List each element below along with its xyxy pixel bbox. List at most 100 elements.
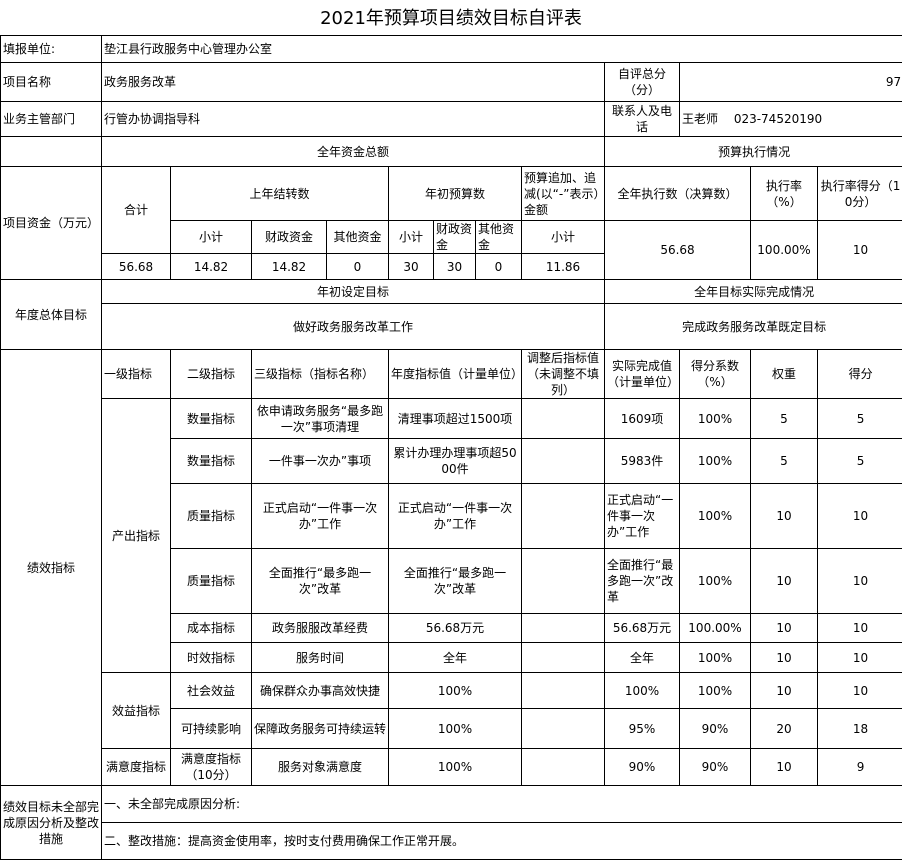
exec-amount-value[interactable]: 56.68 xyxy=(605,221,751,280)
coef-value[interactable]: 90% xyxy=(680,749,751,786)
goals-actual-value[interactable]: 完成政务服务改革既定目标 xyxy=(605,304,902,350)
weight-value[interactable]: 10 xyxy=(751,549,818,614)
weight-value[interactable]: 20 xyxy=(751,709,818,749)
coef-value[interactable]: 100% xyxy=(680,549,751,614)
coef-value[interactable]: 100% xyxy=(680,643,751,673)
coef-value[interactable]: 100% xyxy=(680,673,751,709)
weight-value[interactable]: 10 xyxy=(751,749,818,786)
adjusted-value[interactable] xyxy=(522,673,605,709)
target-value[interactable]: 清理事项超过1500项 xyxy=(389,399,522,439)
indicator-name: 一件事一次办”事项 xyxy=(252,439,389,484)
coef-value[interactable]: 100% xyxy=(680,439,751,484)
adjust-label: 预算追加、追减(以“-”表示）金额 xyxy=(522,167,605,221)
goals-set-value[interactable]: 做好政务服务改革工作 xyxy=(102,304,605,350)
actual-value[interactable]: 95% xyxy=(605,709,680,749)
indicator-name: 正式启动“一件事一次办”工作 xyxy=(252,484,389,549)
funds-row-label: 项目资金（万元） xyxy=(1,167,102,280)
coef-value[interactable]: 100.00% xyxy=(680,614,751,643)
dept-value[interactable]: 行管办协调指导科 xyxy=(102,102,605,137)
score-value[interactable]: 10 xyxy=(818,673,902,709)
score-value[interactable]: 10 xyxy=(818,484,902,549)
weight-value[interactable]: 10 xyxy=(751,643,818,673)
adjusted-value[interactable] xyxy=(522,439,605,484)
dept-row: 业务主管部门 行管办协调指导科 联系人及电话 王老师 023-74520190 xyxy=(1,102,902,137)
coef-value[interactable]: 100% xyxy=(680,484,751,549)
init-subtotal-value[interactable]: 30 xyxy=(389,254,434,280)
adjusted-value[interactable] xyxy=(522,749,605,786)
score-value[interactable]: 18 xyxy=(818,709,902,749)
actual-value[interactable]: 正式启动“一件事一次办”工作 xyxy=(605,484,680,549)
init-other-value[interactable]: 0 xyxy=(476,254,522,280)
actual-value[interactable]: 全面推行“最多跑一次”改革 xyxy=(605,549,680,614)
adjusted-value[interactable] xyxy=(522,549,605,614)
indicator-name: 服务对象满意度 xyxy=(252,749,389,786)
adjust-subtotal-value[interactable]: 11.86 xyxy=(522,254,605,280)
project-value[interactable]: 政务服务改革 xyxy=(102,63,605,102)
exec-rate-value[interactable]: 100.00% xyxy=(751,221,818,280)
target-value[interactable]: 全面推行“最多跑一次”改革 xyxy=(389,549,522,614)
indicator-name: 服务时间 xyxy=(252,643,389,673)
score-value[interactable]: 5 xyxy=(818,399,902,439)
adjusted-value[interactable] xyxy=(522,709,605,749)
score-value[interactable]: 10 xyxy=(818,643,902,673)
adjusted-value[interactable] xyxy=(522,643,605,673)
score-value[interactable]: 10 xyxy=(818,549,902,614)
funds-header-row: 全年资金总额 预算执行情况 xyxy=(1,137,902,167)
carry-other-value[interactable]: 0 xyxy=(327,254,389,280)
actual-value[interactable]: 90% xyxy=(605,749,680,786)
indicator-name: 全面推行“最多跑一次”改革 xyxy=(252,549,389,614)
unit-value[interactable]: 垫江县行政服务中心管理办公室 xyxy=(102,36,902,63)
weight-value[interactable]: 10 xyxy=(751,673,818,709)
header-actual: 实际完成值（计量单位） xyxy=(605,350,680,399)
actual-value[interactable]: 56.68万元 xyxy=(605,614,680,643)
actual-value[interactable]: 1609项 xyxy=(605,399,680,439)
target-value[interactable]: 100% xyxy=(389,749,522,786)
header-level3: 三级指标（指标名称） xyxy=(252,350,389,399)
score-value[interactable]: 9 xyxy=(818,749,902,786)
carry-other-label: 其他资金 xyxy=(327,221,389,254)
target-value[interactable]: 100% xyxy=(389,709,522,749)
funds-exec-header: 预算执行情况 xyxy=(605,137,902,167)
level2: 满意度指标（10分） xyxy=(171,749,252,786)
init-fiscal-value[interactable]: 30 xyxy=(434,254,476,280)
header-score: 得分 xyxy=(818,350,902,399)
weight-value[interactable]: 5 xyxy=(751,439,818,484)
group-benefit: 效益指标 xyxy=(102,673,171,749)
adjusted-value[interactable] xyxy=(522,484,605,549)
actual-value[interactable]: 100% xyxy=(605,673,680,709)
indicator-name: 保障政务服务可持续运转 xyxy=(252,709,389,749)
goals-header-row: 年度总体目标 年初设定目标 全年目标实际完成情况 xyxy=(1,280,902,304)
weight-value[interactable]: 5 xyxy=(751,399,818,439)
total-value[interactable]: 56.68 xyxy=(102,254,171,280)
coef-value[interactable]: 100% xyxy=(680,399,751,439)
actual-value[interactable]: 5983件 xyxy=(605,439,680,484)
score-value[interactable]: 5 xyxy=(818,439,902,484)
target-value[interactable]: 56.68万元 xyxy=(389,614,522,643)
carry-fiscal-value[interactable]: 14.82 xyxy=(252,254,327,280)
header-weight: 权重 xyxy=(751,350,818,399)
exec-score-label: 执行率得分（10分） xyxy=(818,167,902,221)
target-value[interactable]: 100% xyxy=(389,673,522,709)
adjusted-value[interactable] xyxy=(522,399,605,439)
target-value[interactable]: 正式启动“一件事一次办”工作 xyxy=(389,484,522,549)
adjusted-value[interactable] xyxy=(522,614,605,643)
analysis-reason[interactable]: 一、未全部完成原因分析: xyxy=(102,786,902,823)
contact-value[interactable]: 王老师 023-74520190 xyxy=(680,102,902,137)
actual-value[interactable]: 全年 xyxy=(605,643,680,673)
analysis-measures[interactable]: 二、整改措施：提高资金使用率，按时支付费用确保工作正常开展。 xyxy=(102,823,902,860)
carry-subtotal-value[interactable]: 14.82 xyxy=(171,254,252,280)
target-value[interactable]: 全年 xyxy=(389,643,522,673)
weight-value[interactable]: 10 xyxy=(751,484,818,549)
exec-score-value[interactable]: 10 xyxy=(818,221,902,280)
indicators-row-label: 绩效指标 xyxy=(1,350,102,786)
level2: 数量指标 xyxy=(171,439,252,484)
group-output: 产出指标 xyxy=(102,399,171,673)
score-value[interactable]: 97 xyxy=(680,63,902,102)
dept-label: 业务主管部门 xyxy=(1,102,102,137)
weight-value[interactable]: 10 xyxy=(751,614,818,643)
coef-value[interactable]: 90% xyxy=(680,709,751,749)
score-value[interactable]: 10 xyxy=(818,614,902,643)
goals-set-header: 年初设定目标 xyxy=(102,280,605,304)
target-value[interactable]: 累计办理办理事项超5000件 xyxy=(389,439,522,484)
carryover-label: 上年结转数 xyxy=(171,167,389,221)
